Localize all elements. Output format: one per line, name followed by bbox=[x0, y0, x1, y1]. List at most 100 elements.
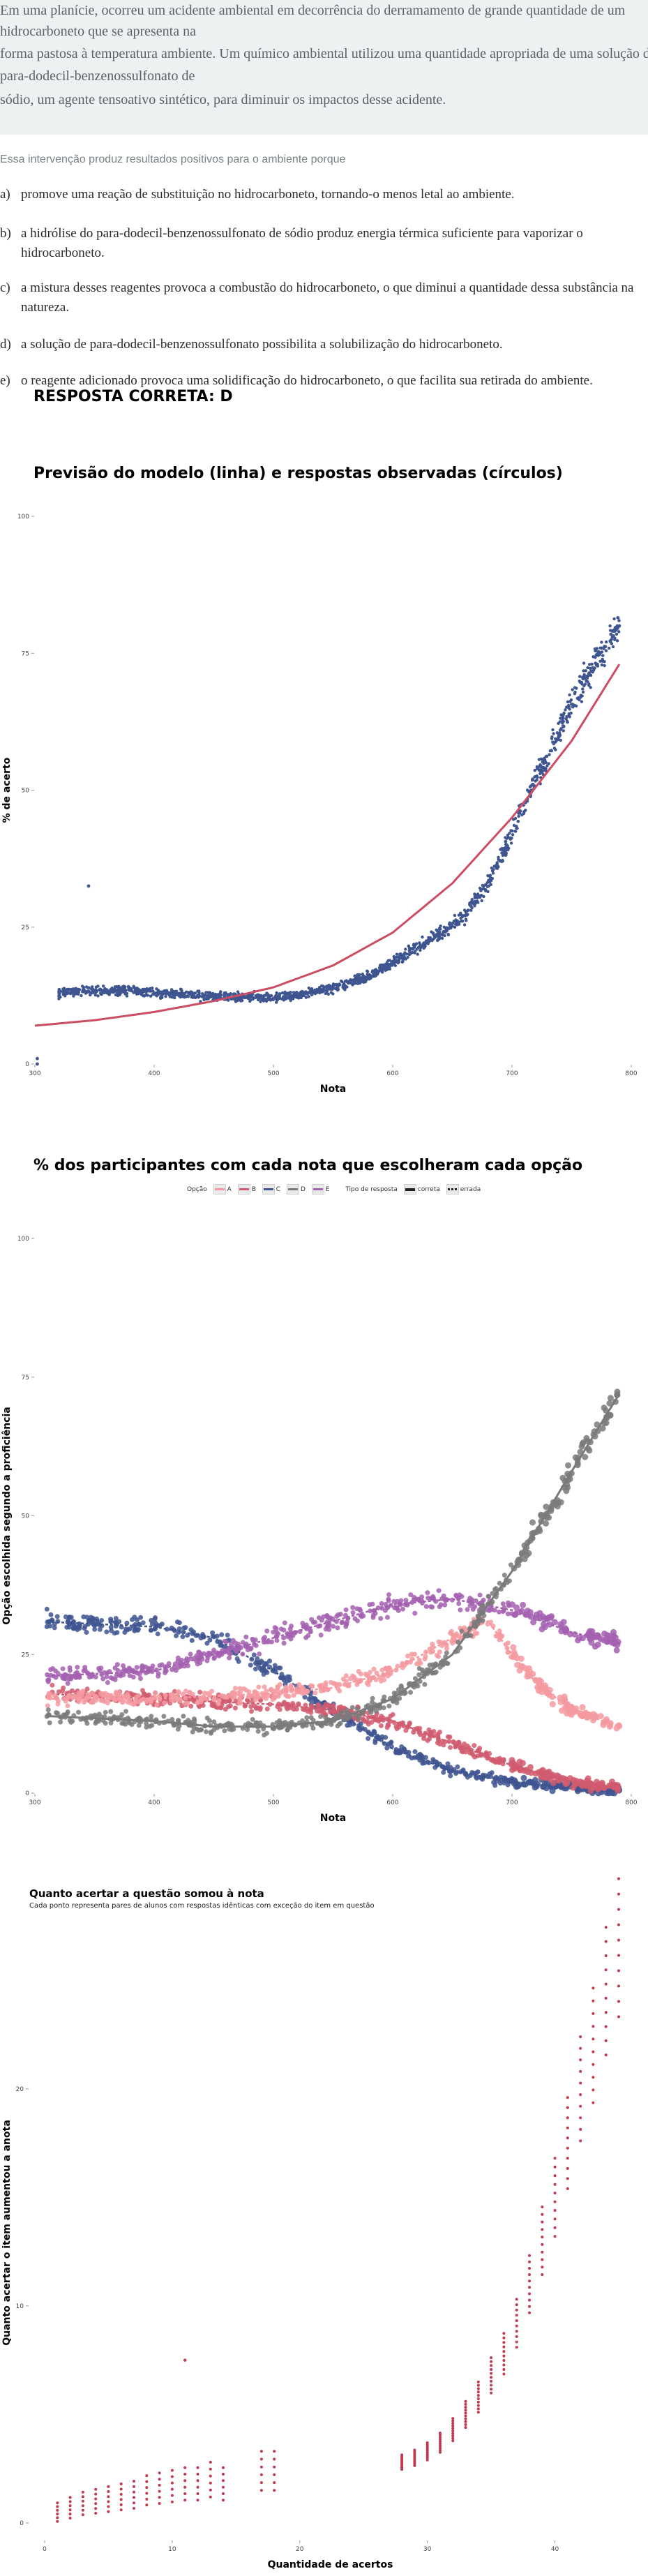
option-letter: b) bbox=[0, 226, 11, 241]
series-d-point bbox=[433, 1669, 439, 1675]
pair-point bbox=[464, 2406, 467, 2409]
series-e-point bbox=[281, 1635, 287, 1640]
series-e-point bbox=[379, 1601, 384, 1606]
observed-point bbox=[435, 929, 439, 933]
series-b-point bbox=[448, 1745, 453, 1750]
series-c-point bbox=[412, 1749, 418, 1754]
pair-point bbox=[592, 2050, 595, 2053]
pair-point bbox=[592, 2076, 595, 2079]
pair-point bbox=[617, 1892, 620, 1896]
observed-point bbox=[202, 998, 206, 1002]
pair-point bbox=[566, 2146, 569, 2150]
series-c-point bbox=[97, 1626, 103, 1632]
series-c-point bbox=[155, 1631, 160, 1637]
observed-point bbox=[589, 666, 592, 670]
observed-point bbox=[158, 990, 162, 994]
observed-point bbox=[571, 688, 574, 691]
series-c-point bbox=[148, 1628, 153, 1633]
series-a-point bbox=[190, 1691, 195, 1697]
observed-point bbox=[590, 662, 594, 666]
series-b-point bbox=[476, 1748, 481, 1754]
series-c-point bbox=[140, 1620, 146, 1626]
pair-point bbox=[604, 1940, 608, 1943]
series-c-point bbox=[384, 1745, 390, 1751]
series-a-point bbox=[506, 1649, 511, 1655]
observed-point bbox=[274, 994, 278, 997]
pair-point bbox=[528, 2273, 531, 2277]
series-c-point bbox=[371, 1728, 377, 1734]
pair-point bbox=[566, 2116, 569, 2120]
observed-point bbox=[104, 989, 108, 992]
series-a-point bbox=[405, 1653, 411, 1658]
series-e-point bbox=[75, 1665, 80, 1670]
series-d-point bbox=[318, 1714, 324, 1719]
pair-point bbox=[259, 2473, 263, 2476]
pair-point bbox=[56, 2516, 59, 2519]
observed-point bbox=[504, 836, 507, 839]
pair-point bbox=[56, 2508, 59, 2512]
series-e-point bbox=[116, 1672, 122, 1677]
pair-point bbox=[515, 2346, 518, 2349]
observed-point bbox=[193, 991, 196, 995]
series-c-point bbox=[532, 1776, 538, 1783]
observed-point bbox=[508, 837, 512, 841]
pair-point bbox=[553, 2235, 557, 2238]
option-letter: d) bbox=[0, 337, 11, 352]
observed-point bbox=[61, 987, 65, 991]
observed-point bbox=[295, 990, 299, 994]
series-e-point bbox=[370, 1601, 375, 1607]
observed-point bbox=[580, 700, 584, 703]
pair-point bbox=[604, 1954, 608, 1957]
observed-point bbox=[616, 627, 619, 630]
series-a-point bbox=[256, 1695, 262, 1700]
series-d-point bbox=[211, 1719, 217, 1725]
pair-point bbox=[604, 2011, 608, 2014]
chart2-title: % dos participantes com cada nota que es… bbox=[33, 1157, 583, 1174]
series-c-point bbox=[520, 1774, 527, 1781]
series-d-point bbox=[103, 1721, 108, 1726]
observed-point bbox=[615, 632, 619, 636]
series-a-point bbox=[371, 1666, 377, 1672]
series-d-point bbox=[91, 1713, 96, 1718]
pair-point bbox=[209, 2495, 212, 2499]
observed-point bbox=[269, 994, 273, 998]
x-tick-label: 700 bbox=[506, 1799, 518, 1806]
series-e-point bbox=[53, 1668, 59, 1674]
series-e-point bbox=[613, 1647, 620, 1654]
observed-point bbox=[96, 984, 100, 988]
series-b-point bbox=[483, 1750, 489, 1755]
series-a-point bbox=[65, 1703, 70, 1709]
series-d-point bbox=[586, 1447, 593, 1454]
pair-point bbox=[158, 2471, 161, 2475]
observed-point bbox=[403, 951, 407, 954]
observed-point bbox=[486, 890, 490, 894]
series-a-point bbox=[395, 1663, 400, 1669]
pair-point bbox=[553, 2226, 557, 2229]
pair-point bbox=[451, 2436, 455, 2440]
series-e-point bbox=[335, 1625, 340, 1631]
series-d-point bbox=[508, 1562, 513, 1568]
pair-point bbox=[553, 2165, 557, 2169]
x-tick-label: 30 bbox=[423, 2546, 432, 2553]
observed-point bbox=[388, 967, 391, 971]
pair-point bbox=[451, 2432, 455, 2435]
series-c-point bbox=[159, 1622, 165, 1627]
observed-point bbox=[267, 994, 271, 998]
series-e-point bbox=[222, 1638, 227, 1644]
observed-point bbox=[36, 1056, 39, 1061]
pair-point bbox=[502, 2359, 506, 2362]
observed-point bbox=[568, 707, 571, 711]
series-a-point bbox=[613, 1725, 620, 1732]
observed-point bbox=[601, 659, 605, 664]
series-c-point bbox=[306, 1696, 312, 1702]
observed-point bbox=[235, 997, 239, 1001]
series-b-point bbox=[593, 1779, 600, 1785]
series-e-point bbox=[610, 1633, 617, 1639]
series-c-point bbox=[448, 1773, 453, 1779]
series-b-point bbox=[331, 1704, 336, 1709]
observed-point bbox=[148, 989, 152, 993]
series-c-point bbox=[86, 1618, 92, 1624]
pair-point bbox=[273, 2457, 276, 2461]
series-b-point bbox=[277, 1707, 282, 1712]
observed-point bbox=[465, 909, 469, 913]
